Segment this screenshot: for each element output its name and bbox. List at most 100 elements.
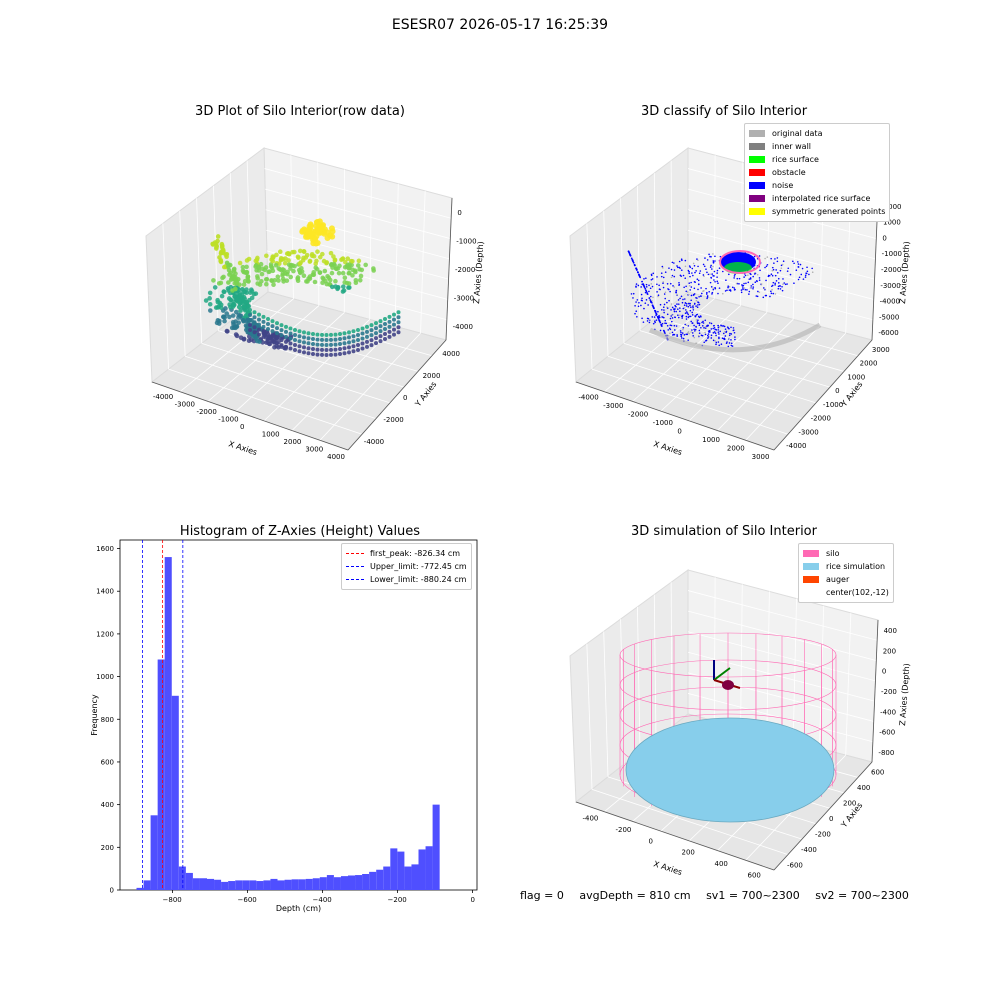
- plot1-data-point: [327, 277, 333, 283]
- plot2-data-point: [688, 282, 691, 284]
- plot1-data-point: [279, 338, 284, 343]
- plot1-y-tick-label: 0: [403, 394, 407, 402]
- plot1-data-point: [333, 352, 338, 357]
- plot1-data-point: [224, 311, 230, 316]
- plot1-data-point: [282, 271, 288, 276]
- plot2-data-point: [661, 316, 663, 318]
- plot1-data-point: [331, 254, 336, 259]
- plot2-data-point: [681, 317, 683, 319]
- plot1-gridline: [319, 332, 421, 441]
- plot1-data-point: [329, 347, 333, 352]
- plot1-data-point: [360, 341, 365, 346]
- plot1-data-point: [207, 296, 212, 301]
- plot2-data-point: [691, 322, 694, 324]
- plot2-data-point: [712, 332, 715, 334]
- plot2-data-point: [673, 308, 675, 310]
- plot2-y-tick-label: -4000: [786, 442, 806, 450]
- plot2-data-point: [749, 278, 752, 280]
- plot2-data-point: [658, 319, 661, 322]
- plot1-data-point: [306, 336, 311, 341]
- plot1-data-point: [304, 279, 309, 284]
- plot2-data-point: [667, 288, 669, 290]
- plot2-data-point: [659, 329, 662, 332]
- plot1-data-point: [311, 352, 315, 357]
- plot2-data-point: [706, 297, 708, 300]
- plot1-data-point: [306, 331, 311, 336]
- plot3-y-tick-label: 600: [101, 758, 114, 766]
- plot2-x-tick-label: -2000: [628, 410, 648, 418]
- plot1-x-tick-label: 3000: [305, 446, 323, 454]
- plot2-data-point: [692, 309, 695, 311]
- plot2-data-point: [699, 295, 702, 297]
- plot2-data-point: [741, 285, 744, 287]
- plot2-z-tick-label: -3000: [880, 282, 900, 290]
- plot2-gridline: [717, 326, 820, 431]
- plot3-hist-bar: [263, 880, 271, 890]
- plot2-data-point: [802, 278, 805, 280]
- plot2-data-point: [697, 315, 700, 318]
- plot3-hist-bar: [164, 557, 172, 890]
- plot1-data-point: [333, 337, 338, 342]
- plot2-data-point: [670, 276, 673, 279]
- plot2-data-point: [687, 325, 690, 327]
- plot2-data-point: [683, 334, 686, 336]
- plot1-data-point: [255, 281, 260, 286]
- plot1-data-point: [342, 351, 347, 356]
- plot1-data-point: [338, 332, 342, 337]
- plot2-data-point: [786, 283, 788, 285]
- plot1-data-point: [275, 326, 279, 331]
- plot2-data-point: [680, 337, 683, 339]
- plot1-data-point: [302, 345, 306, 350]
- plot1-data-point: [329, 342, 333, 347]
- plot2-data-point: [641, 299, 643, 302]
- plot2-data-point: [700, 287, 702, 289]
- plot2-y-tick-label: -3000: [798, 428, 818, 436]
- plot1-data-point: [374, 336, 378, 341]
- plot2-data-point: [706, 325, 709, 327]
- plot3-hist-bar: [207, 878, 215, 890]
- plot2-data-point: [712, 325, 715, 327]
- plot2-y-tick-label: -1000: [823, 401, 843, 409]
- plot2-data-point: [695, 270, 697, 272]
- plot3-hist-bar: [143, 880, 151, 890]
- plot3-hist-bar: [199, 878, 207, 890]
- plot4-gridline: [586, 643, 593, 790]
- plot2-data-point: [688, 284, 691, 287]
- plot1-data-point: [356, 332, 360, 337]
- plot4-gridline: [603, 631, 609, 777]
- plot2-data-point: [641, 317, 643, 320]
- plot2-data-point: [712, 288, 715, 291]
- plot3-hist-bar: [178, 866, 186, 890]
- plot2-z-tick-label: -4000: [880, 298, 900, 306]
- plot2-data-point: [764, 266, 766, 269]
- plot4-y-tick-label: 0: [829, 815, 833, 823]
- plot4-z-axis-label: Z Axies (Depth): [898, 663, 911, 726]
- plot2-data-point: [663, 316, 665, 319]
- plot4-y-tick-label: 600: [871, 769, 884, 777]
- plot2-data-point: [688, 332, 690, 335]
- plot2-data-point: [729, 332, 731, 335]
- plot2-data-point: [795, 269, 798, 272]
- legend-label: rice simulation: [826, 562, 886, 571]
- plot2-data-point: [634, 312, 636, 315]
- plot2-data-point: [733, 287, 736, 289]
- plot1-data-point: [347, 335, 351, 340]
- plot3-hist-bar: [291, 879, 299, 890]
- plot1-data-point: [340, 289, 346, 294]
- plot4-gridline: [845, 612, 852, 756]
- plot2-data-point: [765, 279, 767, 282]
- plot2-data-point: [669, 290, 671, 293]
- plot2-data-point: [687, 313, 690, 316]
- plot2-data-point: [791, 260, 794, 263]
- plot1-data-point: [260, 266, 265, 272]
- plot2-data-point: [684, 277, 687, 279]
- plot2-y-tick-label: 1000: [847, 373, 865, 381]
- plot1-data-point: [216, 281, 222, 286]
- plot2-data-point: [685, 290, 688, 293]
- plot2-data-point: [686, 291, 689, 293]
- plot2-data-point: [648, 321, 651, 324]
- legend-swatch: [749, 156, 765, 163]
- plot2-data-point: [712, 275, 714, 277]
- legend-label: center(102,-12): [826, 588, 889, 597]
- plot2-data-point: [700, 292, 703, 295]
